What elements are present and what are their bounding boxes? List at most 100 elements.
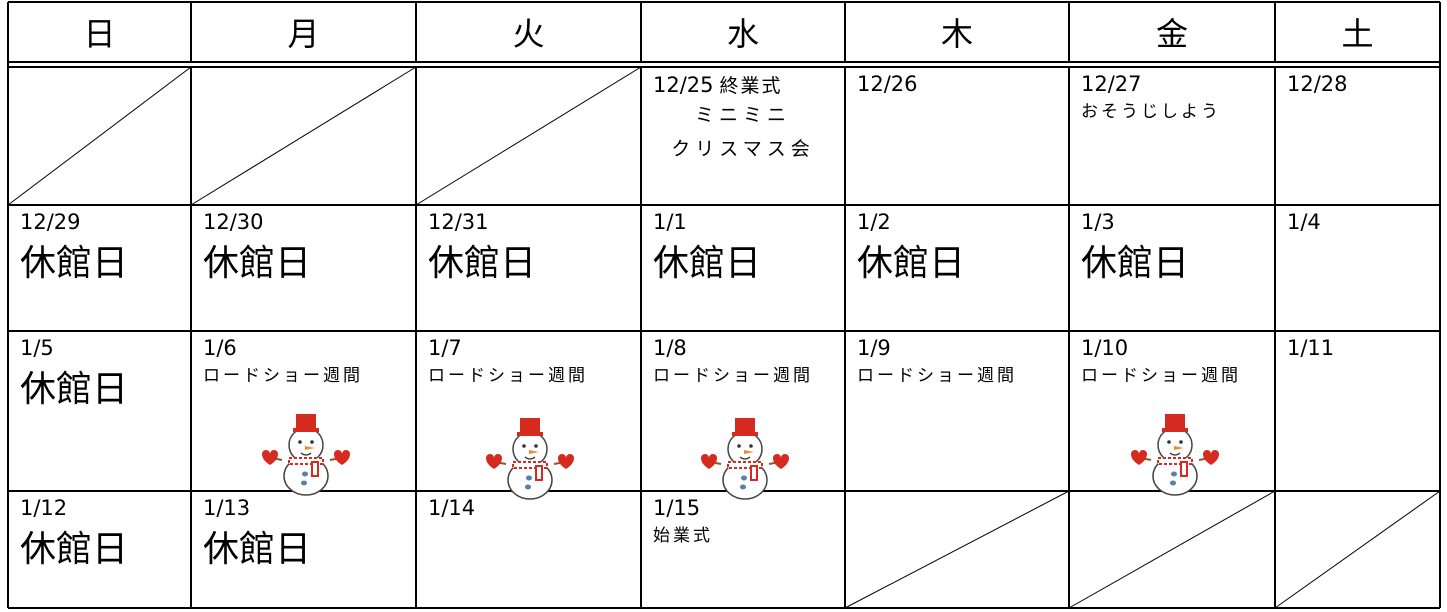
date: 1/15 bbox=[653, 496, 701, 520]
calendar-cell: 1/7 ロードショー週間 bbox=[416, 331, 641, 491]
calendar-cell: 12/26 bbox=[845, 67, 1069, 205]
closed-label: 休館日 bbox=[1081, 243, 1190, 284]
date: 12/30 bbox=[203, 210, 264, 234]
date: 1/2 bbox=[857, 210, 891, 234]
date: 12/28 bbox=[1287, 72, 1348, 96]
blank-cell-diagonal bbox=[7, 66, 192, 206]
weekday-header: 月 bbox=[287, 15, 320, 53]
date-row: 1/10 bbox=[1081, 335, 1263, 361]
date: 12/27 bbox=[1081, 72, 1142, 96]
date-row: 12/28 bbox=[1287, 71, 1428, 97]
calendar-cell: 1/9 ロードショー週間 bbox=[845, 331, 1069, 491]
date: 1/6 bbox=[203, 336, 237, 360]
calendar-cell: 12/31 休館日 bbox=[416, 205, 641, 331]
date: 1/7 bbox=[428, 336, 462, 360]
date: 1/10 bbox=[1081, 336, 1129, 360]
date: 12/26 bbox=[857, 72, 918, 96]
calendar-cell: 12/27 おそうじしよう bbox=[1069, 67, 1275, 205]
date-row: 1/11 bbox=[1287, 335, 1428, 361]
blank-cell-diagonal bbox=[190, 66, 417, 206]
date-row: 12/31 bbox=[428, 209, 629, 235]
calendar-cell: 1/14 bbox=[416, 491, 641, 608]
date-row: 12/29 bbox=[20, 209, 179, 235]
date: 1/11 bbox=[1287, 336, 1335, 360]
event-note: ロードショー週間 bbox=[428, 366, 588, 386]
date: 1/13 bbox=[203, 496, 251, 520]
date-row: 12/26 bbox=[857, 71, 1057, 97]
calendar-cell: 1/8 ロードショー週間 bbox=[641, 331, 845, 491]
date-row: 1/6 bbox=[203, 335, 404, 361]
date-row: 1/5 bbox=[20, 335, 179, 361]
date: 1/4 bbox=[1287, 210, 1321, 234]
event-note: 始業式 bbox=[653, 526, 713, 546]
date-row: 12/25 終業式 bbox=[653, 71, 833, 98]
calendar-cell: 1/4 bbox=[1275, 205, 1440, 331]
event-note: ロードショー週間 bbox=[203, 366, 363, 386]
event-note: おそうじしよう bbox=[1081, 102, 1221, 122]
date: 1/12 bbox=[20, 496, 68, 520]
event-note: クリスマス会 bbox=[671, 138, 815, 160]
calendar-cell: 1/2 休館日 bbox=[845, 205, 1069, 331]
calendar-cell: 1/6 ロードショー週間 bbox=[191, 331, 416, 491]
calendar-cell: 1/10 ロードショー週間 bbox=[1069, 331, 1275, 491]
date-row: 1/13 bbox=[203, 495, 404, 521]
closed-label: 休館日 bbox=[653, 243, 762, 284]
calendar-cell: 1/3 休館日 bbox=[1069, 205, 1275, 331]
closed-label: 休館日 bbox=[20, 529, 129, 570]
blank-cell-diagonal bbox=[415, 66, 642, 206]
calendar-cell: 12/29 休館日 bbox=[8, 205, 191, 331]
blank-cell-diagonal bbox=[1068, 490, 1276, 609]
event-note: ロードショー週間 bbox=[857, 366, 1017, 386]
calendar-cell: 1/11 bbox=[1275, 331, 1440, 491]
date-row: 1/14 bbox=[428, 495, 629, 521]
calendar-cell: 1/1 休館日 bbox=[641, 205, 845, 331]
event-note: ロードショー週間 bbox=[653, 366, 813, 386]
date-row: 1/9 bbox=[857, 335, 1057, 361]
date-row: 12/27 bbox=[1081, 71, 1263, 97]
weekday-header: 水 bbox=[726, 15, 759, 53]
calendar-cell: 1/5 休館日 bbox=[8, 331, 191, 491]
event: 終業式 bbox=[719, 75, 783, 97]
date-row: 1/4 bbox=[1287, 209, 1428, 235]
date-row: 1/2 bbox=[857, 209, 1057, 235]
date: 1/14 bbox=[428, 496, 476, 520]
closed-label: 休館日 bbox=[428, 243, 537, 284]
calendar-cell: 1/15 始業式 bbox=[641, 491, 845, 608]
date-row: 1/3 bbox=[1081, 209, 1263, 235]
calendar-cell: 12/28 bbox=[1275, 67, 1440, 205]
calendar-cell: 12/25 終業式ミニミニクリスマス会 bbox=[641, 67, 845, 205]
blank-cell-diagonal bbox=[844, 490, 1070, 609]
event-note: ミニミニ bbox=[694, 104, 791, 126]
closed-label: 休館日 bbox=[203, 243, 312, 284]
date: 1/8 bbox=[653, 336, 687, 360]
closed-label: 休館日 bbox=[20, 243, 129, 284]
weekday-header: 木 bbox=[940, 15, 973, 53]
closed-label: 休館日 bbox=[203, 529, 312, 570]
event-note: ロードショー週間 bbox=[1081, 366, 1241, 386]
closed-label: 休館日 bbox=[857, 243, 966, 284]
weekday-header: 金 bbox=[1155, 15, 1188, 53]
weekday-header: 日 bbox=[83, 15, 116, 53]
date: 12/29 bbox=[20, 210, 81, 234]
date: 12/31 bbox=[428, 210, 489, 234]
calendar-cell: 12/30 休館日 bbox=[191, 205, 416, 331]
weekday-header: 火 bbox=[512, 15, 545, 53]
date: 1/5 bbox=[20, 336, 54, 360]
date: 1/9 bbox=[857, 336, 891, 360]
date: 1/1 bbox=[653, 210, 687, 234]
calendar-cell: 1/12 休館日 bbox=[8, 491, 191, 608]
calendar-cell: 1/13 休館日 bbox=[191, 491, 416, 608]
date-row: 1/15 bbox=[653, 495, 833, 521]
date: 1/3 bbox=[1081, 210, 1115, 234]
date-row: 1/1 bbox=[653, 209, 833, 235]
date-row: 1/8 bbox=[653, 335, 833, 361]
weekday-header: 土 bbox=[1341, 15, 1374, 53]
blank-cell-diagonal bbox=[1274, 490, 1441, 609]
date: 12/25 bbox=[653, 73, 714, 97]
date-row: 1/12 bbox=[20, 495, 179, 521]
date-row: 1/7 bbox=[428, 335, 629, 361]
date-row: 12/30 bbox=[203, 209, 404, 235]
closed-label: 休館日 bbox=[20, 369, 129, 410]
